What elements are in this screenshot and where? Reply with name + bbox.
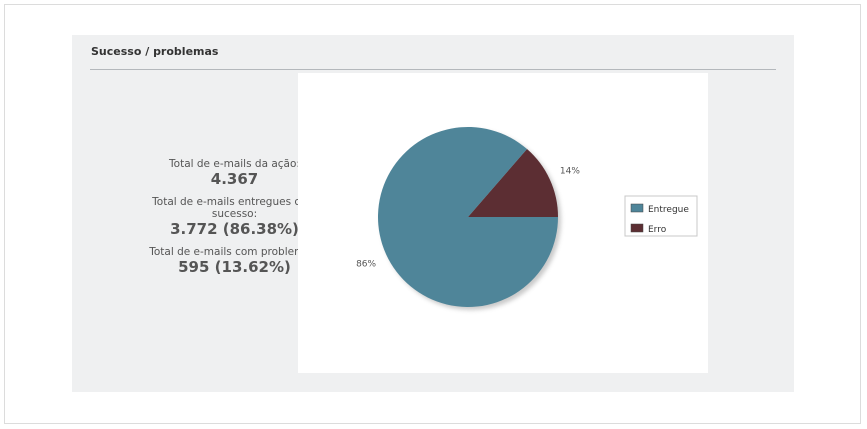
legend-label-erro: Erro xyxy=(648,225,667,235)
stat-total: Total de e-mails da ação: 4.367 xyxy=(132,158,337,188)
stat-delivered-label: Total de e-mails entregues com sucesso: xyxy=(152,196,317,220)
data-label-entregue: 86% xyxy=(356,259,376,269)
stat-total-label: Total de e-mails da ação: xyxy=(169,158,300,170)
chart-area: 14% 86% Entregue Erro xyxy=(298,73,708,373)
pie-chart: 14% 86% Entregue Erro xyxy=(356,127,698,310)
title-divider xyxy=(90,69,776,70)
legend-swatch-erro xyxy=(630,223,644,233)
stat-total-value: 4.367 xyxy=(210,170,259,188)
stat-problems-label: Total de e-mails com problemas: xyxy=(149,246,320,258)
stat-problems-value: 595 (13.62%) xyxy=(178,258,291,276)
section-title: Sucesso / problemas xyxy=(91,45,219,58)
stat-delivered: Total de e-mails entregues com sucesso: … xyxy=(132,196,337,238)
chart-legend: Entregue Erro xyxy=(624,195,698,237)
report-panel: Sucesso / problemas Total de e-mails da … xyxy=(72,35,794,392)
data-label-erro: 14% xyxy=(560,167,580,177)
stat-problems: Total de e-mails com problemas: 595 (13.… xyxy=(132,246,337,276)
legend-label-entregue: Entregue xyxy=(648,205,689,215)
stat-delivered-value: 3.772 (86.38%) xyxy=(170,220,299,238)
stats-block: Total de e-mails da ação: 4.367 Total de… xyxy=(132,158,337,284)
pie-slice-erro xyxy=(468,149,558,217)
pie-slice-entregue xyxy=(378,127,558,308)
legend-swatch-entregue xyxy=(630,203,644,213)
